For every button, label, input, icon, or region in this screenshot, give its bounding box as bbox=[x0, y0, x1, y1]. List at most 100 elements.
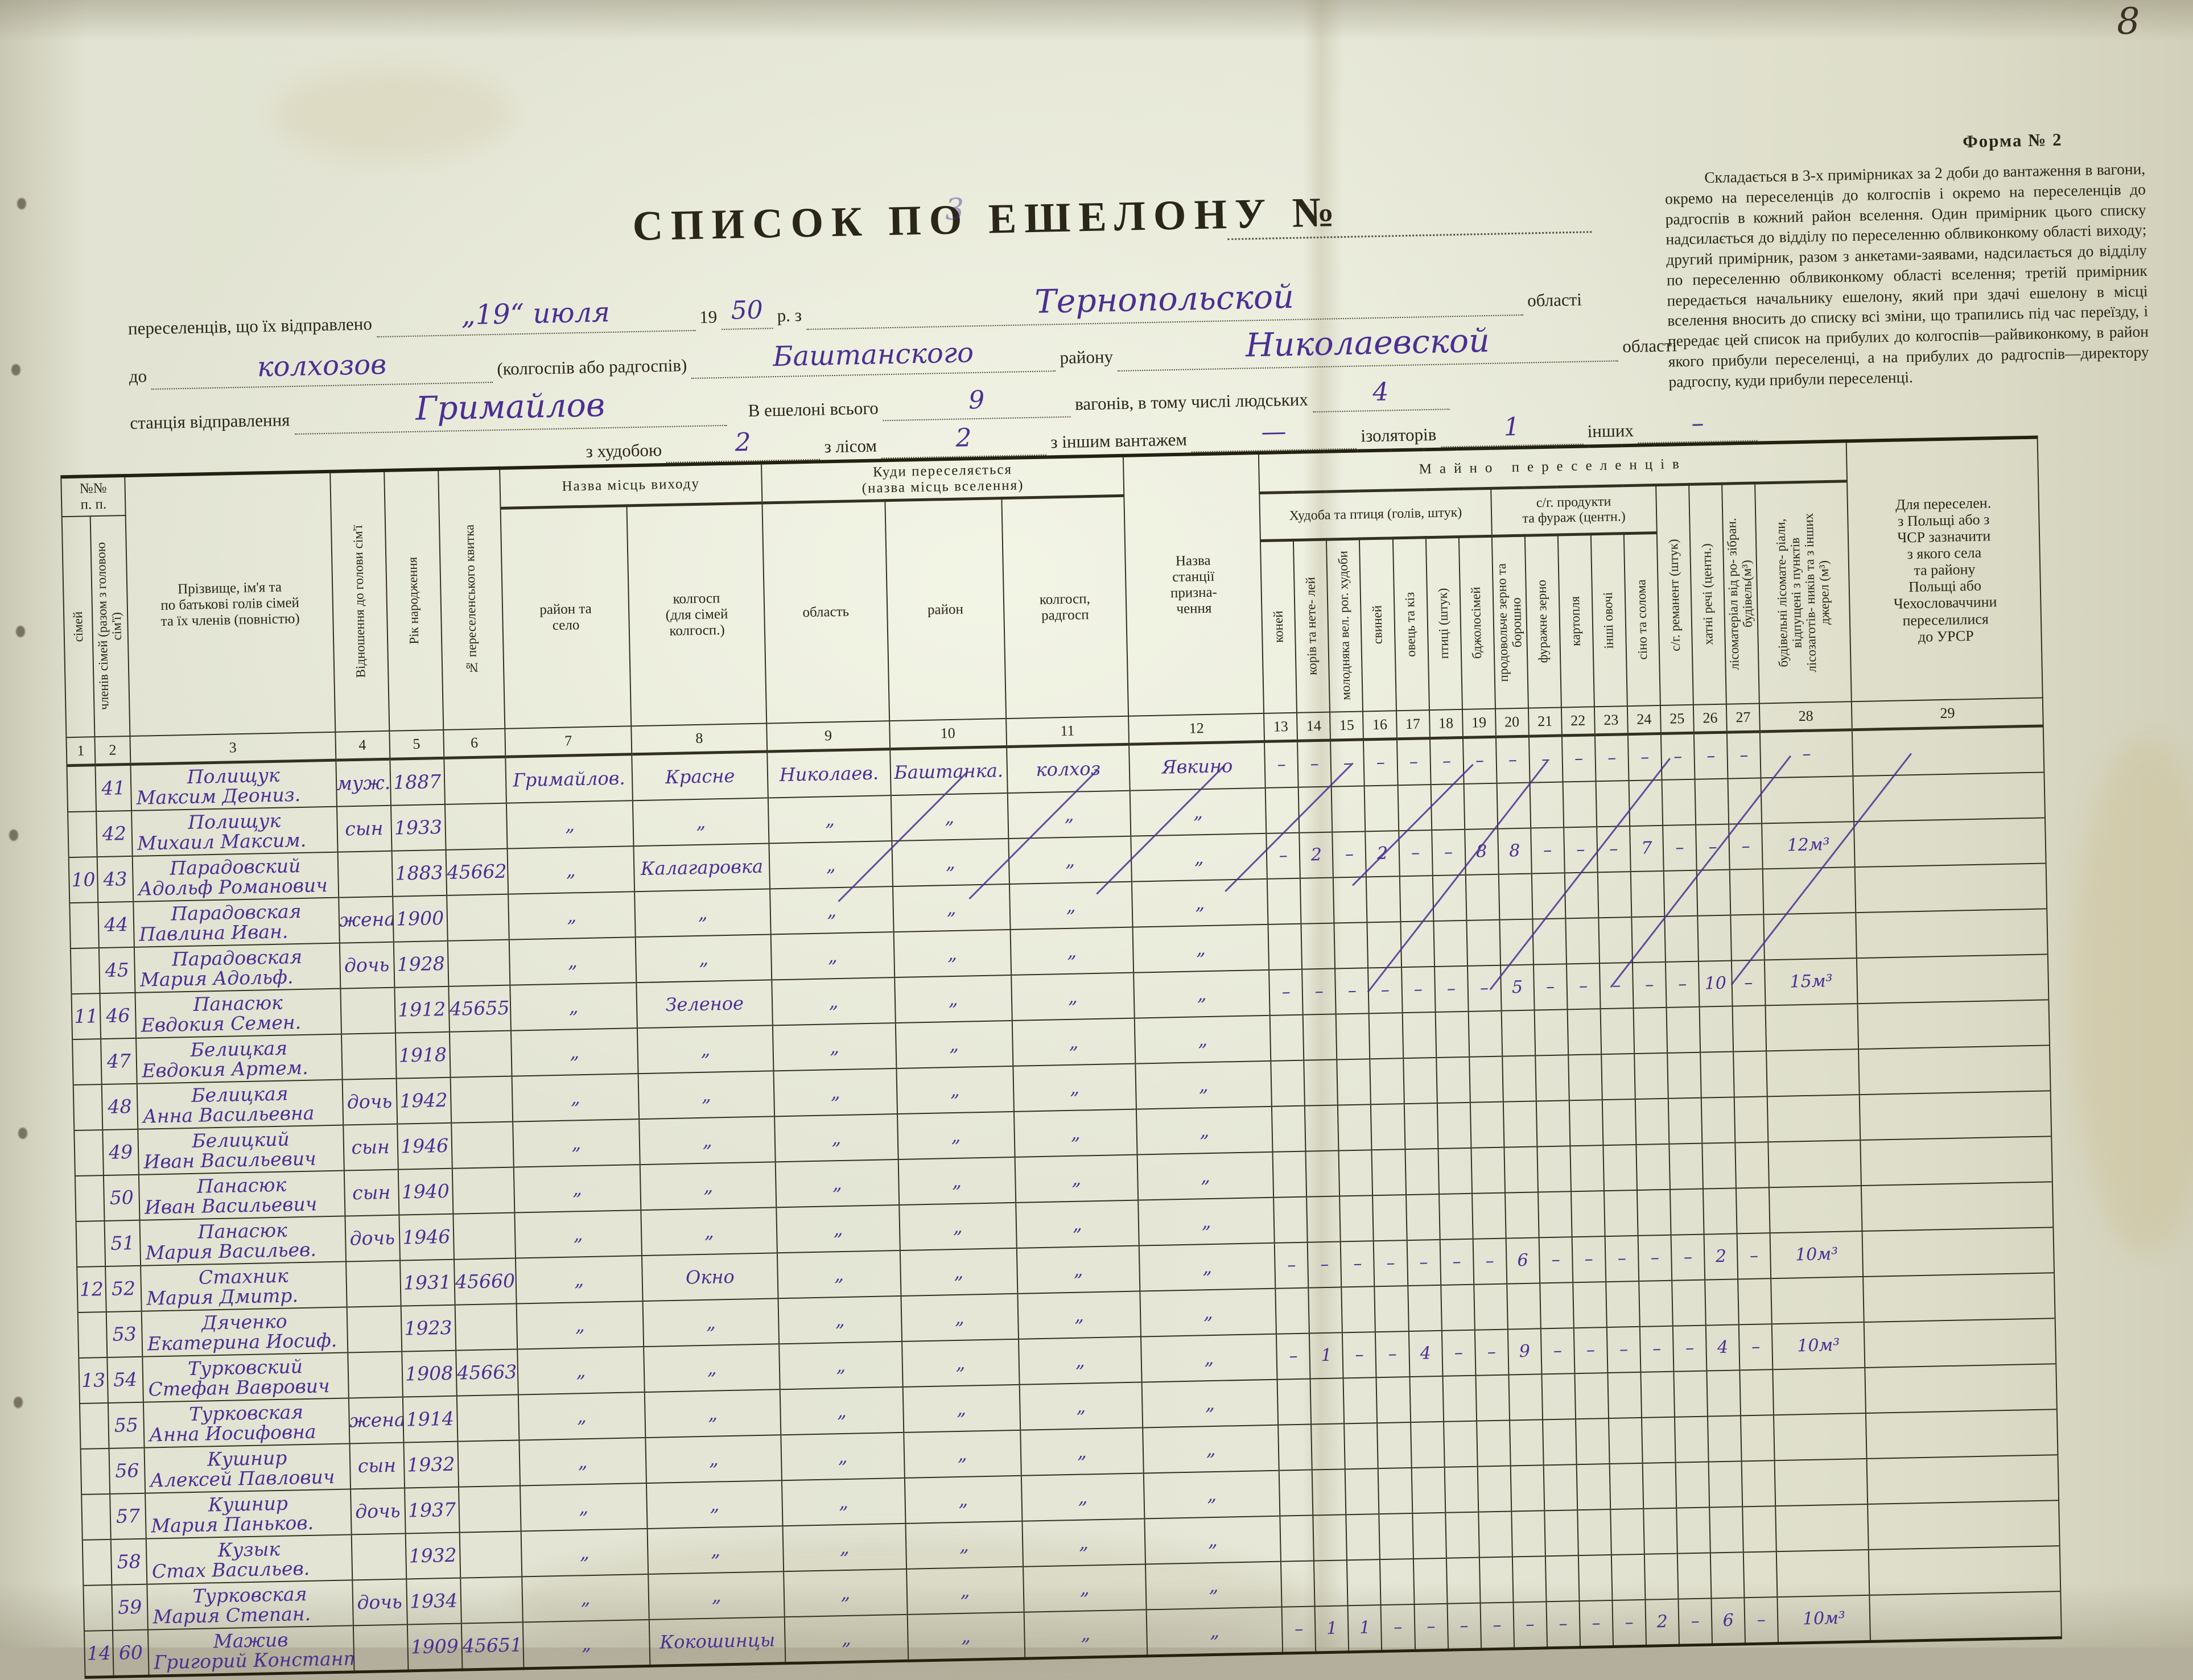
to-label: до bbox=[129, 366, 147, 386]
cell-family-no bbox=[83, 1584, 113, 1631]
cell-col-14: 1 bbox=[1314, 1605, 1349, 1653]
cell-col-23 bbox=[1600, 1008, 1635, 1054]
given-name: Мария Васильев. bbox=[145, 1238, 317, 1264]
cell-name: Белицкая Евдокия Артем. bbox=[136, 1034, 343, 1084]
cell-col-22: – bbox=[1563, 826, 1598, 873]
dest-oblast-value: Николаевской bbox=[1245, 321, 1490, 365]
cell-origin-rayon-selo: „ bbox=[508, 891, 636, 940]
cell-col-20: 8 bbox=[1497, 828, 1532, 874]
cell-poland-note bbox=[1862, 1227, 2055, 1277]
cell-col-26: 4 bbox=[1705, 1324, 1740, 1371]
cell-dest-station: „ bbox=[1131, 878, 1268, 927]
cell-col-14 bbox=[1306, 1195, 1341, 1243]
header-potatoes: картопля bbox=[1557, 534, 1594, 707]
given-name: Мария Степан. bbox=[152, 1602, 311, 1628]
departure-date-value: „19“ июля bbox=[461, 296, 611, 332]
cell-dest-station: „ bbox=[1133, 969, 1270, 1018]
cell-origin-rayon-selo: „ bbox=[516, 1301, 644, 1349]
cell-ticket-no bbox=[458, 1485, 521, 1533]
document-title: СПИСОК ПО ЕШЕЛОНУ № bbox=[632, 189, 1343, 250]
cell-col-26 bbox=[1709, 1506, 1743, 1553]
cell-relation: дочь bbox=[352, 1579, 407, 1625]
year-prefix: 19 bbox=[699, 307, 718, 327]
given-name: Мария Адольф. bbox=[139, 965, 294, 991]
cell-dest-station: „ bbox=[1143, 1470, 1280, 1518]
cell-poland-note bbox=[1864, 1318, 2056, 1368]
cell-col-25: – bbox=[1660, 732, 1695, 780]
forest-field: 2 bbox=[881, 423, 1047, 459]
column-number: 16 bbox=[1363, 710, 1397, 740]
cell-col-26 bbox=[1697, 915, 1732, 961]
cell-col-21: – bbox=[1539, 1236, 1573, 1283]
other-cargo-label: з іншим вантажем bbox=[1050, 429, 1188, 452]
cell-col-28 bbox=[1765, 1003, 1859, 1051]
cell-dest-kolhosp: „ bbox=[1020, 1427, 1144, 1476]
cell-family-no bbox=[68, 811, 97, 857]
cell-col-23 bbox=[1608, 1417, 1643, 1464]
cell-col-14: – bbox=[1302, 968, 1337, 1015]
cell-col-18 bbox=[1433, 920, 1468, 967]
cell-dest-station: „ bbox=[1136, 1106, 1273, 1155]
cell-poland-note bbox=[1868, 1500, 2060, 1550]
cell-origin-kolhosp: Окно bbox=[641, 1252, 778, 1301]
cell-col-18 bbox=[1444, 1466, 1478, 1513]
cell-col-24: 7 bbox=[1630, 825, 1664, 872]
cell-col-23 bbox=[1603, 1190, 1638, 1236]
cell-family-no bbox=[82, 1539, 112, 1586]
cell-member-no: 51 bbox=[104, 1220, 141, 1266]
surname: Панасюк bbox=[193, 991, 283, 1016]
cell-col-23: – bbox=[1594, 734, 1629, 781]
cell-col-14 bbox=[1300, 877, 1334, 924]
cell-col-20 bbox=[1506, 1282, 1541, 1330]
cell-origin-kolhosp: „ bbox=[637, 1025, 774, 1074]
cell-col-26 bbox=[1706, 1369, 1741, 1417]
cell-col-14: 1 bbox=[1309, 1332, 1343, 1379]
cell-col-21 bbox=[1534, 1009, 1568, 1056]
cell-relation bbox=[351, 1533, 406, 1580]
cell-origin-rayon-selo: „ bbox=[506, 800, 634, 849]
cell-col-19: – bbox=[1473, 1238, 1507, 1285]
cell-col-19 bbox=[1471, 1192, 1506, 1239]
cell-dest-rayon: „ bbox=[898, 1202, 1017, 1250]
header-sheep-text: овець та кіз bbox=[1402, 592, 1419, 657]
cell-col-15 bbox=[1345, 1468, 1379, 1514]
punch-hole bbox=[16, 626, 25, 637]
cell-relation: дочь bbox=[350, 1488, 406, 1534]
cell-origin-rayon-selo: „ bbox=[512, 1073, 640, 1122]
given-name: Алексей Павлович bbox=[150, 1465, 335, 1492]
cell-origin-kolhosp: „ bbox=[642, 1298, 780, 1347]
header-produce-group: с/г. продукти та фураж (центн.) bbox=[1490, 485, 1657, 536]
cell-origin-kolhosp: „ bbox=[640, 1161, 777, 1210]
cell-col-20 bbox=[1503, 1100, 1537, 1147]
cell-col-27 bbox=[1735, 1141, 1770, 1188]
cell-col-15 bbox=[1344, 1422, 1379, 1469]
cell-col-27 bbox=[1733, 1050, 1767, 1097]
cell-birth-year: 1932 bbox=[403, 1441, 459, 1488]
cell-ticket-no: 45660 bbox=[454, 1258, 517, 1305]
cell-col-20 bbox=[1508, 1373, 1543, 1421]
cell-col-26 bbox=[1695, 778, 1729, 825]
header-dest-oblast: область bbox=[762, 500, 889, 723]
cell-member-no: 41 bbox=[95, 763, 132, 811]
cell-col-24: – bbox=[1632, 961, 1667, 1008]
cell-col-21 bbox=[1543, 1464, 1578, 1510]
cell-dest-station: „ bbox=[1132, 924, 1269, 973]
cell-ticket-no bbox=[452, 1167, 515, 1214]
cell-dest-rayon: „ bbox=[905, 1521, 1023, 1569]
cell-birth-year: 1934 bbox=[406, 1578, 461, 1624]
cell-origin-rayon-selo: „ bbox=[509, 936, 637, 985]
cell-col-19: – bbox=[1474, 1329, 1509, 1376]
cell-col-20 bbox=[1504, 1191, 1539, 1239]
cell-col-19 bbox=[1479, 1556, 1514, 1603]
cell-col-23 bbox=[1607, 1372, 1642, 1418]
cell-col-23 bbox=[1596, 780, 1630, 827]
header-food-grain: продовольче зерно та борошно bbox=[1491, 535, 1528, 709]
cell-origin-kolhosp: „ bbox=[639, 1116, 776, 1165]
cell-col-22 bbox=[1575, 1418, 1610, 1464]
cell-birth-year: 1932 bbox=[405, 1532, 460, 1579]
cell-name: Мажив Григорий Констант. bbox=[148, 1625, 354, 1676]
cell-dest-station: „ bbox=[1145, 1561, 1282, 1609]
cell-origin-rayon-selo: „ bbox=[507, 845, 635, 894]
header-implements: с/г. реманент (штук) bbox=[1656, 484, 1693, 705]
